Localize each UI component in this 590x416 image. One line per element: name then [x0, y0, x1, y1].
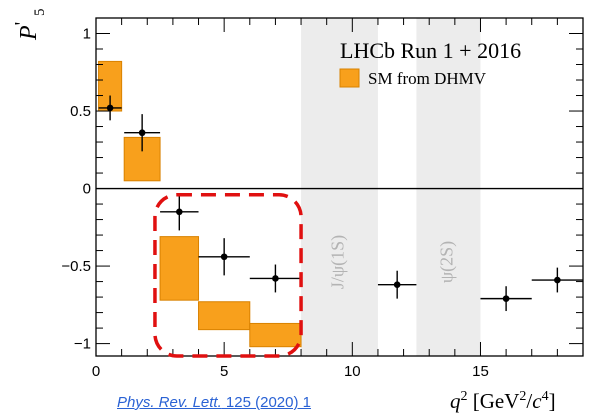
- data-point-5: [393, 281, 401, 288]
- citation-journal: Phys. Rev. Lett.: [117, 394, 222, 411]
- x-axis-label-c: c: [532, 389, 542, 413]
- x-axis-label-q: q: [450, 389, 461, 413]
- plot-frame: [95, 17, 584, 357]
- axes-frame: [95, 17, 584, 357]
- highlight-region: [153, 193, 303, 358]
- experiment-label: LHCb Run 1 + 2016: [340, 38, 521, 63]
- y-axis-label-sub: 5: [32, 9, 48, 17]
- data-point-4: [272, 275, 279, 282]
- measurements: [98, 95, 583, 312]
- x-tick-label-2: 10: [344, 363, 361, 380]
- data-point-2: [176, 208, 183, 216]
- axis-labels: P'5q2 [GeV2/c4]: [11, 9, 556, 414]
- sm-prediction-boxes: [98, 60, 302, 348]
- x-tick-label-3: 15: [472, 363, 489, 380]
- x-axis-label-gev-exp: 2: [519, 389, 526, 404]
- citation-link[interactable]: Phys. Rev. Lett. 125 (2020) 1: [117, 394, 311, 411]
- axis-ticks: 0 5 10 15 1 0.5 0 −0.5 −1: [61, 17, 584, 380]
- y-tick-label-3: −0.5: [61, 258, 91, 275]
- x-axis-label-unit: [GeV: [468, 389, 520, 413]
- veto-band-label-0: J/ψ(1S): [328, 235, 349, 289]
- x-axis-label-close: ]: [549, 389, 556, 413]
- x-axis-label-c-exp: 4: [542, 389, 549, 404]
- veto-band-label-1: ψ(2S): [437, 241, 458, 283]
- sm-box-2: [159, 236, 200, 301]
- legend: LHCb Run 1 + 2016 SM from DHMV: [339, 38, 521, 88]
- x-axis-label-q-exp: 2: [461, 389, 468, 404]
- legend-swatch: [339, 68, 360, 88]
- sm-box-3: [198, 301, 251, 331]
- y-axis-label-prime: ': [11, 22, 33, 26]
- data-point-3: [220, 253, 228, 261]
- y-tick-label-1: 0.5: [70, 103, 91, 120]
- y-tick-label-0: 1: [83, 26, 91, 43]
- y-axis-label: P': [11, 22, 42, 41]
- citation-ref: 125 (2020) 1: [221, 394, 311, 411]
- x-axis-label: q2 [GeV2/c4]: [450, 389, 556, 413]
- y-tick-label-4: −1: [74, 336, 91, 353]
- data-point-6: [502, 295, 510, 302]
- y-axis-label-symbol: P: [16, 25, 42, 41]
- data-point-7: [554, 276, 561, 284]
- data-point-1: [138, 129, 146, 137]
- veto-band-1: [416, 18, 481, 356]
- highlight-box: [153, 193, 303, 358]
- sm-box-4: [249, 322, 302, 348]
- x-tick-label-1: 5: [220, 363, 228, 380]
- y-tick-label-2: 0: [83, 181, 91, 198]
- x-tick-label-0: 0: [92, 363, 100, 380]
- legend-entry-label: SM from DHMV: [368, 69, 487, 88]
- data-point-0: [106, 104, 114, 112]
- x-axis-label-slash: /: [526, 389, 532, 413]
